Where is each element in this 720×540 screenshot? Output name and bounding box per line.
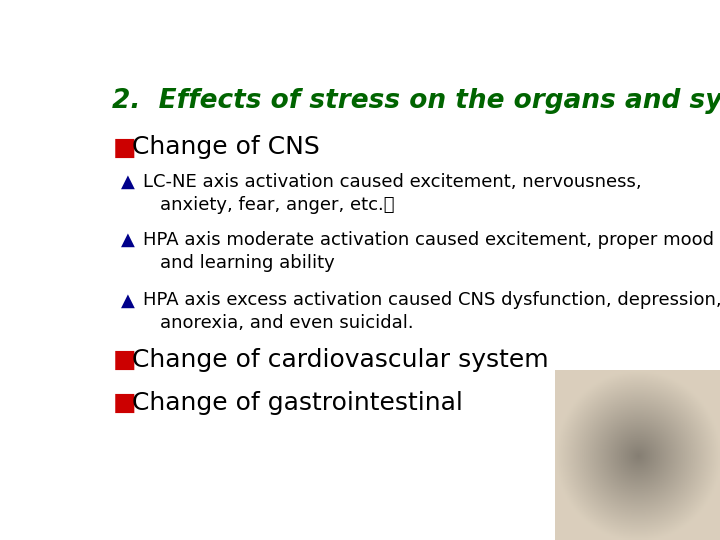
Text: 2.  Effects of stress on the organs and systems: 2. Effects of stress on the organs and s… — [112, 87, 720, 113]
Text: HPA axis moderate activation caused excitement, proper mood: HPA axis moderate activation caused exci… — [143, 231, 714, 249]
Text: anorexia, and even suicidal.: anorexia, and even suicidal. — [160, 314, 413, 332]
Text: ■: ■ — [112, 348, 136, 372]
Text: ▲: ▲ — [121, 173, 135, 191]
Text: ▲: ▲ — [121, 292, 135, 309]
Text: and learning ability: and learning ability — [160, 254, 335, 272]
Text: Change of CNS: Change of CNS — [132, 136, 320, 159]
Text: Change of gastrointestinal: Change of gastrointestinal — [132, 391, 463, 415]
Text: ▲: ▲ — [121, 231, 135, 249]
Text: LC-NE axis activation caused excitement, nervousness,: LC-NE axis activation caused excitement,… — [143, 173, 642, 191]
Text: anxiety, fear, anger, etc.。: anxiety, fear, anger, etc.。 — [160, 196, 395, 214]
Text: Change of cardiovascular system: Change of cardiovascular system — [132, 348, 549, 372]
Text: HPA axis excess activation caused CNS dysfunction, depression,: HPA axis excess activation caused CNS dy… — [143, 292, 720, 309]
Text: ■: ■ — [112, 136, 136, 159]
Text: ■: ■ — [112, 391, 136, 415]
